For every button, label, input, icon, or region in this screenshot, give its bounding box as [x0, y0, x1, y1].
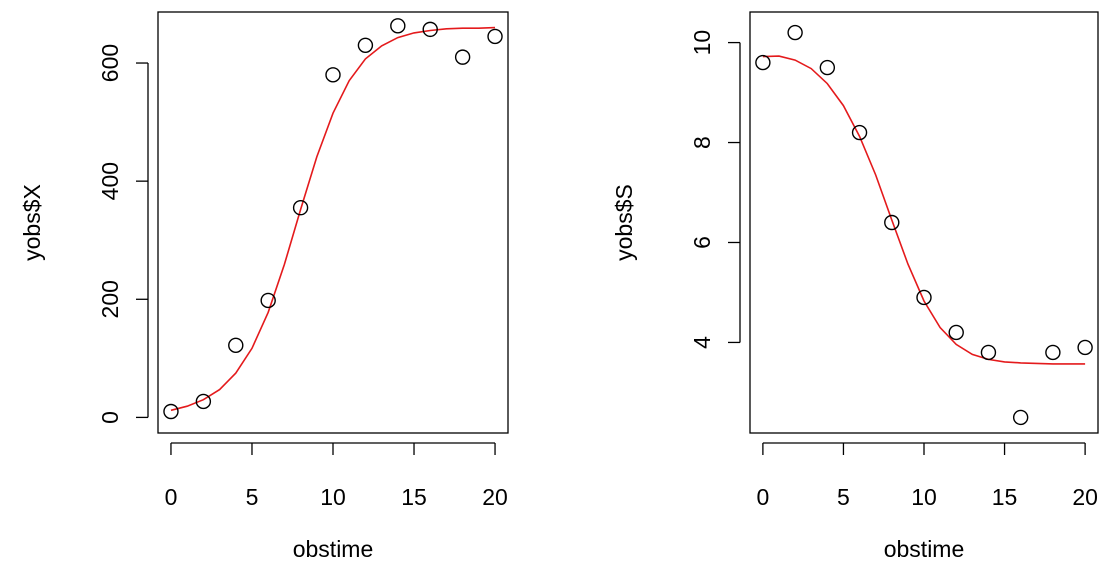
- data-point: [325, 67, 341, 83]
- plot-marks: [755, 24, 1093, 426]
- data-point: [1012, 409, 1029, 426]
- plot-frame: [749, 11, 1099, 434]
- x-tick-label: 5: [837, 484, 850, 510]
- fit-curve: [762, 55, 1086, 365]
- data-point: [1045, 344, 1061, 361]
- data-point: [787, 24, 803, 41]
- x-tick-label: 15: [401, 484, 427, 510]
- data-point: [260, 292, 276, 309]
- plot-marks: [163, 18, 503, 420]
- x-tick-label: 10: [911, 484, 937, 510]
- y-axis: 0 200 400 600: [97, 44, 149, 424]
- fit-curve: [170, 26, 496, 412]
- x-tick-label: 15: [992, 484, 1018, 510]
- data-point: [357, 37, 374, 54]
- x-tick-label: 5: [246, 484, 259, 510]
- x-axis: 0 5 10 15 20: [756, 442, 1098, 510]
- x-axis-title: obstime: [884, 536, 965, 562]
- y-tick-label: 600: [97, 44, 123, 82]
- plot-frame: [157, 11, 509, 434]
- y-axis: 4 6 8 10: [689, 30, 741, 349]
- data-point: [163, 403, 179, 420]
- data-point: [819, 59, 836, 76]
- x-tick-label: 0: [165, 484, 178, 510]
- data-point: [390, 18, 406, 34]
- y-tick-label: 200: [97, 280, 123, 318]
- panel-x-vs-time: 0 5 10 15 20 0 200 400 600 obstime yobs$X: [19, 11, 509, 562]
- x-axis-title: obstime: [293, 536, 374, 562]
- data-point: [487, 28, 503, 45]
- data-point: [948, 324, 964, 341]
- data-point: [195, 393, 212, 410]
- y-tick-label: 0: [97, 411, 123, 424]
- y-tick-label: 6: [689, 236, 715, 249]
- x-axis: 0 5 10 15 20: [165, 442, 508, 510]
- x-tick-label: 0: [756, 484, 769, 510]
- x-tick-label: 20: [1072, 484, 1098, 510]
- data-point: [851, 124, 868, 141]
- y-axis-title: yobs$X: [19, 184, 45, 261]
- data-point: [422, 21, 438, 38]
- data-point: [454, 49, 471, 65]
- x-tick-label: 20: [482, 484, 508, 510]
- data-point: [1077, 339, 1093, 356]
- y-tick-label: 4: [689, 336, 715, 349]
- data-point: [292, 200, 309, 216]
- data-point: [884, 214, 900, 231]
- panel-s-vs-time: 0 5 10 15 20 4 6 8 10 obstime yobs$S: [611, 11, 1099, 562]
- y-axis-title: yobs$S: [611, 184, 637, 261]
- y-tick-label: 10: [689, 30, 715, 56]
- data-point: [228, 337, 244, 354]
- data-point: [980, 344, 997, 361]
- data-point: [916, 289, 932, 306]
- y-tick-label: 400: [97, 162, 123, 200]
- data-point: [755, 54, 771, 71]
- y-tick-label: 8: [689, 136, 715, 149]
- x-tick-label: 10: [320, 484, 346, 510]
